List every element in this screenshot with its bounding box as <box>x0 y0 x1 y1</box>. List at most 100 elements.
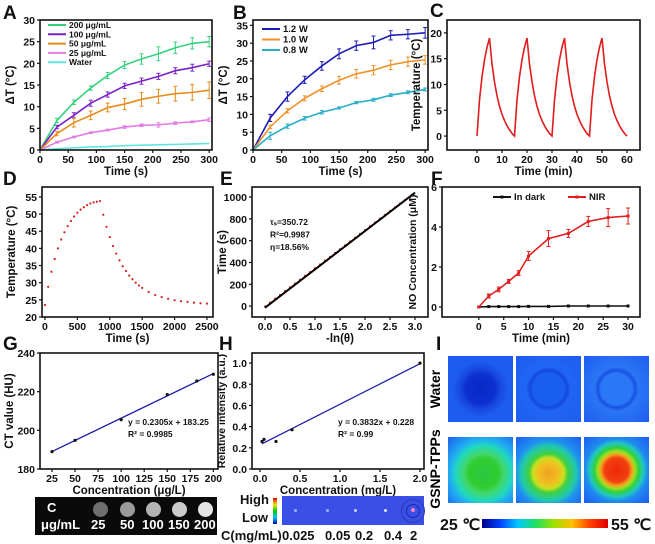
data-point <box>73 215 76 218</box>
data-point <box>105 225 108 228</box>
y-tick-label: 0 <box>242 145 248 157</box>
data-point <box>95 200 98 203</box>
x-tick-label: 250 <box>388 154 406 166</box>
y-axis-title: NO Concentration (μM) <box>407 195 419 310</box>
y-tick-label: 25 <box>25 295 37 307</box>
y-tick-label: 50 <box>25 209 37 221</box>
x-tick-label: 300 <box>416 154 434 166</box>
axes-frame <box>441 186 641 318</box>
x-tick-label: 50 <box>62 154 74 166</box>
axes-frame <box>251 352 425 470</box>
y-tick-label: 200 <box>229 279 247 291</box>
thermal-image-water-3 <box>584 356 649 422</box>
y-tick-label: 20 <box>23 58 35 70</box>
fluor-value-label: 0.4 <box>384 528 403 543</box>
data-point <box>487 305 491 309</box>
x-axis-title: Time (min) <box>515 166 573 178</box>
fit-line <box>261 363 421 445</box>
data-point <box>586 304 590 308</box>
data-point <box>205 302 209 305</box>
y-tick-label: 1000 <box>224 192 248 204</box>
y-tick-label: 35 <box>25 261 37 273</box>
data-point <box>195 379 199 383</box>
data-point <box>43 303 47 307</box>
thermal-image-gsnp-2 <box>516 437 581 503</box>
x-tick-label: 150 <box>330 154 348 166</box>
x-tick-label: 0.0 <box>253 473 268 485</box>
data-point <box>89 202 92 205</box>
x-axis-title: Time (s) <box>106 333 150 345</box>
y-axis-title: CT value (HU) <box>4 373 16 449</box>
y-tick-label: 600 <box>229 236 247 248</box>
fluor-spot <box>294 509 297 512</box>
axes-frame <box>251 186 429 318</box>
x-tick-label: 0 <box>476 321 482 333</box>
data-point <box>124 269 128 273</box>
y-axis-title: Temperature (°C) <box>411 39 423 132</box>
data-point <box>477 305 481 309</box>
x-tick-label: 50 <box>69 473 81 485</box>
panel-label: B <box>233 3 247 24</box>
data-point <box>517 271 521 275</box>
panel-A: A 0 50 100 150 200 250 300 0 5 10 15 20 25 30 Time (s) Δ… <box>3 3 218 178</box>
x-axis-title: Time (s) <box>319 166 363 178</box>
x-tick-label: 150 <box>159 473 177 485</box>
panel-label: H <box>219 334 233 355</box>
y-tick-label: 0.8 <box>232 379 247 391</box>
y-tick-label: 0.4 <box>232 422 247 434</box>
fluor-value-label: 0.2 <box>355 528 374 543</box>
y-tick-label: 10 <box>430 79 442 91</box>
y-tick-label: 0.6 <box>232 400 247 412</box>
y-tick-label: 800 <box>229 214 247 226</box>
legend-label: 1.2 W <box>283 24 308 35</box>
x-tick-label: 30 <box>546 154 558 166</box>
annotation: R²=0.9987 <box>270 230 310 240</box>
y-tick-label: 2 <box>431 262 437 274</box>
ct-phantom-25 <box>93 502 108 517</box>
x-tick-label: 30 <box>622 321 634 333</box>
y-tick-label: 5 <box>242 127 248 139</box>
y-tick-label: 20 <box>430 28 442 40</box>
legend-label: 50 μg/mL <box>69 39 106 49</box>
y-axis-title: Time (s) <box>217 230 229 274</box>
ct-strip-unit: μg/mL <box>41 517 81 532</box>
legend-label: 1.0 W <box>283 35 308 46</box>
ct-phantom-50 <box>120 502 135 517</box>
panel-F: F 0 5 10 15 20 25 30 0 2 4 6 Time (min) NO Concentrat… <box>407 169 641 345</box>
annotation: y = 0.3832x + 0.228 <box>338 417 414 427</box>
legend-label: 0.8 W <box>283 45 308 56</box>
x-tick-label: 10 <box>496 154 508 166</box>
data-point <box>260 439 264 444</box>
y-tick-label: 30 <box>236 38 248 50</box>
y-tick-label: 4 <box>431 222 437 234</box>
data-point <box>147 290 150 294</box>
plot-area <box>43 199 209 307</box>
x-tick-label: 1.0 <box>333 473 348 485</box>
x-tick-label: 50 <box>276 154 288 166</box>
x-tick-label: 0.0 <box>258 321 273 333</box>
data-point <box>121 265 124 268</box>
data-point <box>60 238 63 241</box>
data-point <box>98 199 102 203</box>
data-point <box>79 208 82 211</box>
x-tick-label: 0.5 <box>283 321 298 333</box>
y-tick-label: 0 <box>431 302 437 314</box>
data-point <box>487 294 491 298</box>
data-point <box>517 305 521 309</box>
data-point <box>118 259 121 262</box>
ct-phantom-strip: C μg/mL 25 50 100 150 200 <box>35 497 217 535</box>
legend-label: Water <box>69 57 93 67</box>
data-point <box>186 300 189 304</box>
panel-label: A <box>3 3 17 24</box>
y-tick-label: 10 <box>236 109 248 121</box>
data-point <box>128 274 131 277</box>
fluor-spot <box>411 508 415 512</box>
fluor-value-label: 0.025 <box>282 528 315 543</box>
data-point <box>111 244 115 248</box>
data-point <box>497 305 501 309</box>
data-point <box>418 361 422 365</box>
fluor-spot <box>354 509 357 512</box>
panel-E: E 0.0 0.5 1.0 1.5 2.0 2.5 3.0 0 200 400 600 800 1000 -… <box>217 169 429 345</box>
